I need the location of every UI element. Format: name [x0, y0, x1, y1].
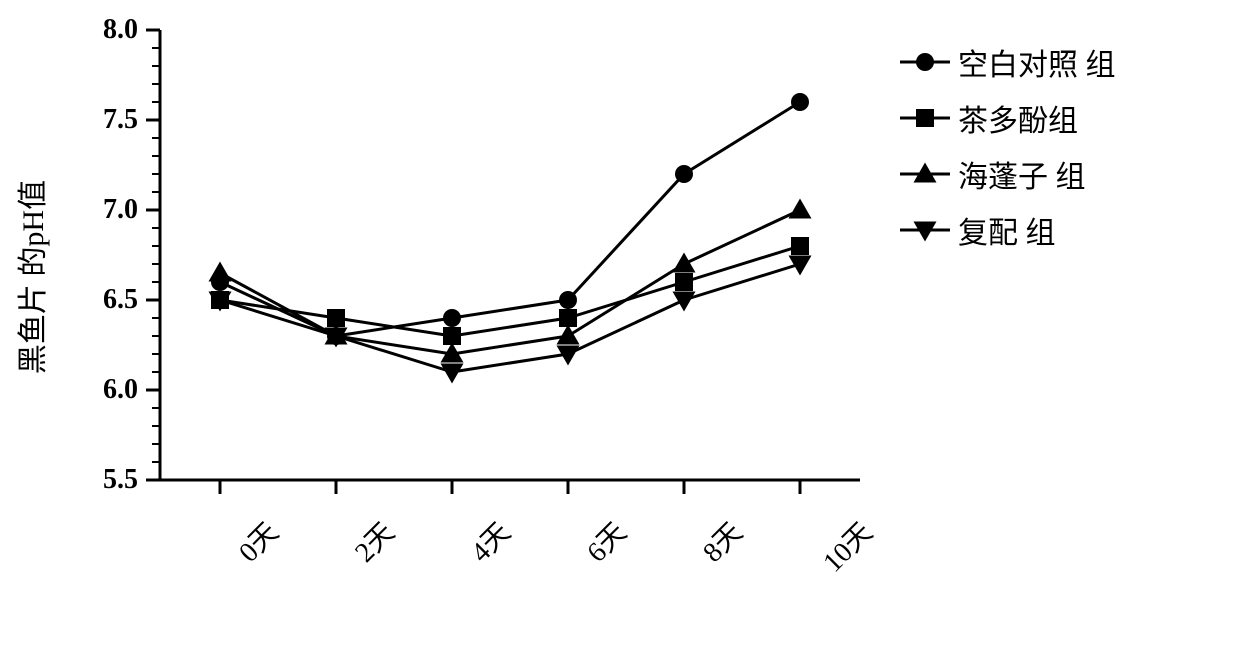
- legend-label: 海蓬子 组: [958, 152, 1086, 196]
- y-tick-label: 6.0: [0, 374, 138, 406]
- series: [209, 199, 812, 363]
- y-tick-label: 6.5: [0, 284, 138, 316]
- legend-label: 茶多酚组: [958, 96, 1078, 140]
- legend-marker: [900, 52, 950, 72]
- legend-item: 复配 组: [900, 208, 1116, 252]
- legend-marker: [900, 220, 950, 240]
- y-tick-label: 8.0: [0, 14, 138, 46]
- legend-item: 茶多酚组: [900, 96, 1116, 140]
- y-tick-label: 5.5: [0, 464, 138, 496]
- legend-marker: [900, 164, 950, 184]
- series: [211, 237, 809, 345]
- chart-container: 黑鱼片 的pH值 5.56.06.57.07.58.0 0天2天4天6天8天10…: [0, 0, 1239, 645]
- y-tick-label: 7.5: [0, 104, 138, 136]
- series: [211, 93, 809, 345]
- legend: 空白对照 组茶多酚组海蓬子 组复配 组: [900, 40, 1116, 264]
- y-tick-label: 7.0: [0, 194, 138, 226]
- legend-marker: [900, 108, 950, 128]
- legend-item: 海蓬子 组: [900, 152, 1116, 196]
- legend-item: 空白对照 组: [900, 40, 1116, 84]
- legend-label: 复配 组: [958, 208, 1056, 252]
- legend-label: 空白对照 组: [958, 40, 1116, 84]
